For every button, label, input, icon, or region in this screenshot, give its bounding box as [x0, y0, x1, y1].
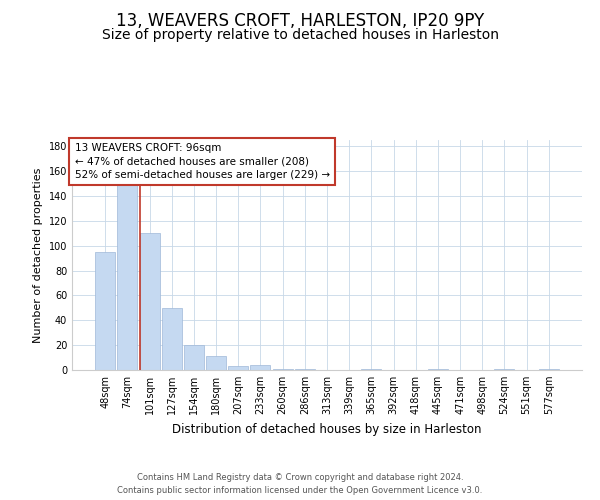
- Bar: [539, 369, 559, 370]
- Bar: [184, 345, 204, 370]
- Y-axis label: Number of detached properties: Number of detached properties: [33, 168, 43, 342]
- Text: 13, WEAVERS CROFT, HARLESTON, IP20 9PY: 13, WEAVERS CROFT, HARLESTON, IP20 9PY: [116, 12, 484, 30]
- Text: Contains HM Land Registry data © Crown copyright and database right 2024.
Contai: Contains HM Land Registry data © Crown c…: [118, 474, 482, 495]
- Bar: [272, 369, 293, 370]
- Text: 13 WEAVERS CROFT: 96sqm
← 47% of detached houses are smaller (208)
52% of semi-d: 13 WEAVERS CROFT: 96sqm ← 47% of detache…: [74, 144, 329, 180]
- Bar: [494, 369, 514, 370]
- Bar: [250, 365, 271, 370]
- X-axis label: Distribution of detached houses by size in Harleston: Distribution of detached houses by size …: [172, 422, 482, 436]
- Bar: [206, 356, 226, 370]
- Bar: [162, 308, 182, 370]
- Bar: [118, 184, 137, 370]
- Bar: [295, 369, 315, 370]
- Bar: [228, 366, 248, 370]
- Bar: [361, 369, 382, 370]
- Bar: [95, 252, 115, 370]
- Bar: [140, 233, 160, 370]
- Text: Size of property relative to detached houses in Harleston: Size of property relative to detached ho…: [101, 28, 499, 42]
- Bar: [428, 369, 448, 370]
